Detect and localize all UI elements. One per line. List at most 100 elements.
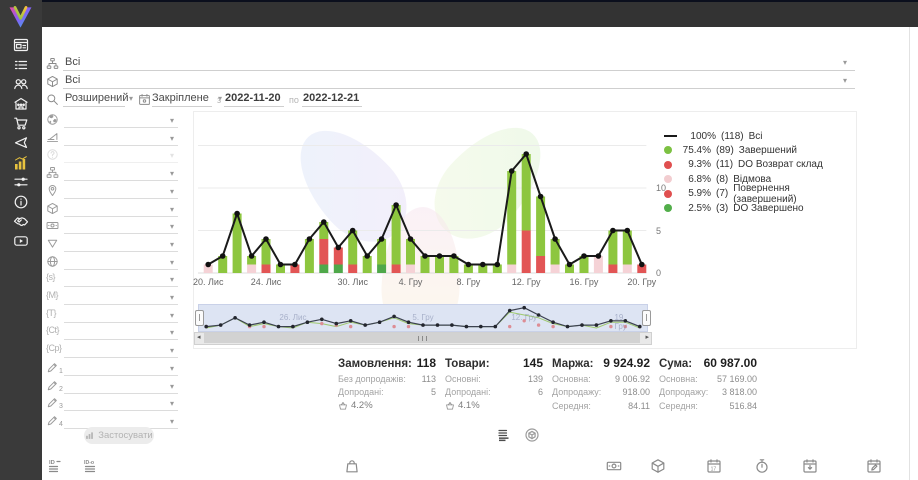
vertical-scrollbar-track[interactable] (909, 27, 910, 480)
summary-sub-value: 113 (421, 373, 436, 384)
filter-select[interactable]: ▾ (64, 254, 178, 270)
filter-select[interactable]: ▾ (64, 360, 178, 376)
product-box-icon (46, 75, 59, 88)
products-view-toggle[interactable] (524, 427, 540, 443)
filter-select[interactable]: ▾ (64, 289, 178, 305)
summary-column: Сума: 60 987.00 Основна: 57 169.00 Допродажу… (659, 356, 757, 411)
ido-rows-icon[interactable]: ID-o (84, 458, 100, 474)
legend-item[interactable]: 100% (118) Всі (664, 129, 763, 143)
video-help-button[interactable] (49, 28, 77, 49)
scroll-right-arrow[interactable]: ▸ (645, 334, 649, 341)
globe-solid-icon (46, 113, 59, 126)
brand-logo[interactable] (7, 4, 34, 31)
summary-sub-label: Допродажу: (552, 387, 602, 397)
legend-item[interactable]: 6.8% (8) Відмова (664, 172, 771, 186)
legend-item[interactable]: 2.5% (3) DO Завершено (664, 201, 804, 215)
cube-icon[interactable] (650, 458, 666, 474)
date-to-input[interactable]: 2022-12-21 (302, 89, 362, 107)
period-mode-select[interactable]: Закріплене ▾ (152, 89, 222, 107)
legend-label: Всі (748, 130, 763, 142)
legend-count: (118) (721, 130, 744, 142)
filter-select[interactable]: ▾ (64, 236, 178, 252)
chevron-down-icon: ▾ (169, 186, 174, 196)
search-icon (46, 93, 59, 106)
sidebar-item-storefront[interactable] (13, 96, 29, 112)
sidebar-item-list[interactable] (13, 57, 29, 73)
chevron-down-icon: ▾ (169, 363, 174, 373)
bag-icon[interactable] (344, 458, 360, 474)
summary-sub-label: Основна: (659, 373, 698, 384)
x-axis-tick: 20. Гру (627, 277, 657, 287)
legend-item[interactable]: 5.9% (7) Повернення (завершений) (664, 183, 856, 205)
period-mode-value: Закріплене (152, 92, 209, 104)
filter-select[interactable]: ▾ (64, 395, 178, 412)
summary-sub-label: Допродажу: (659, 387, 709, 397)
banknote-icon[interactable] (606, 458, 622, 474)
legend-label: Відмова (733, 173, 772, 185)
filter-select[interactable]: ▾ (64, 183, 178, 199)
summary-value: 118 (416, 356, 436, 370)
scroll-left-arrow[interactable]: ◂ (197, 334, 201, 341)
filter-select[interactable]: ▾ (64, 324, 178, 341)
token-icon: {s} (46, 272, 56, 283)
filter-select[interactable]: ▾ (64, 342, 178, 359)
chevron-down-icon: ▾ (169, 310, 174, 320)
x-axis-tick: 8. Гру (456, 277, 481, 287)
date-from-input[interactable]: 2022-11-20 (224, 89, 284, 107)
legend-item[interactable]: 75.4% (89) Завершений (664, 143, 797, 157)
filter-select[interactable]: ▾ (64, 165, 178, 182)
filter-select[interactable]: ▾ (64, 147, 178, 164)
minimap-date-label: 19. Гру (614, 313, 627, 331)
calendar-in-icon[interactable] (802, 458, 818, 474)
search-mode-select[interactable]: Розширений ▾ (63, 89, 133, 107)
sidebar-item-bar-chart[interactable] (13, 155, 29, 171)
stopwatch-icon[interactable] (754, 458, 770, 474)
summary-sub-label: Середня: (552, 400, 591, 411)
product-filter[interactable]: Всі ▾ (63, 71, 855, 89)
id-rows-icon[interactable]: ID (48, 458, 64, 474)
filter-select[interactable]: ▾ (64, 218, 178, 235)
summary-column: Товари: 145 Основні: 139 Допродані: 6 4.1% (445, 356, 543, 411)
calendar-edit-icon[interactable] (866, 458, 882, 474)
filter-select[interactable]: ▾ (64, 378, 178, 394)
orders-chart (197, 113, 653, 284)
x-axis-tick: 16. Гру (569, 277, 599, 287)
calendar-17-icon[interactable]: 17 (706, 458, 722, 474)
filter-select[interactable]: ▾ (64, 271, 178, 288)
question-icon (46, 148, 59, 161)
minimap-right-handle[interactable] (642, 310, 651, 326)
basket-icon (445, 401, 455, 411)
sidebar-item-handshake[interactable] (13, 213, 29, 229)
upsell-rate: 4.1% (458, 400, 480, 411)
legend-item[interactable]: 9.3% (11) DO Возврат склад (664, 158, 823, 172)
summary-stats: Замовлення: 118 Без допродажів: 113 Допродан… (338, 356, 757, 411)
apply-button[interactable]: Застосувати (84, 427, 154, 444)
pencil-number: 3 (59, 403, 63, 411)
chart-range-minimap[interactable]: 26. Лис 5. Гру 12. Гру 19. Гру (195, 304, 651, 332)
chart-horizontal-scrollbar[interactable]: ◂ ▸ (194, 332, 652, 345)
chevron-down-icon: ▾ (169, 239, 174, 249)
sidebar (0, 0, 42, 480)
sidebar-item-megaphone[interactable] (13, 135, 29, 151)
sidebar-item-info[interactable] (13, 194, 29, 210)
filter-select[interactable]: ▾ (64, 112, 178, 128)
sidebar-item-video[interactable] (13, 233, 29, 249)
sidebar-item-users[interactable] (13, 76, 29, 92)
filter-select[interactable]: ▾ (64, 130, 178, 146)
category-filter[interactable]: Всі ▾ (63, 53, 855, 71)
legend-count: (89) (716, 144, 734, 156)
scrollbar-thumb[interactable] (204, 333, 640, 343)
orders-list-view-toggle[interactable] (497, 427, 513, 443)
filter-row-pencil2: 2 ▾ (46, 378, 178, 394)
sidebar-item-cart[interactable] (13, 115, 29, 131)
filter-select[interactable]: ▾ (64, 307, 178, 323)
minimap-left-handle[interactable] (195, 310, 204, 326)
filter-select[interactable]: ▾ (64, 201, 178, 217)
cube-icon (46, 202, 59, 215)
basket-icon (338, 401, 348, 411)
sidebar-item-sliders[interactable] (13, 174, 29, 190)
legend-label: Повернення (завершений) (733, 182, 797, 205)
sidebar-item-window-card[interactable] (13, 37, 29, 53)
legend-percent: 75.4% (682, 144, 711, 156)
summary-title: Товари: (445, 358, 490, 370)
